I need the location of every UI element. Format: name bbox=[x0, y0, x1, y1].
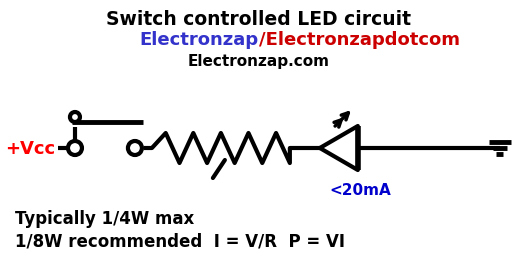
Text: 1/8W recommended  I = V/R  P = VI: 1/8W recommended I = V/R P = VI bbox=[15, 232, 345, 250]
Text: /Electronzapdotcom: /Electronzapdotcom bbox=[259, 31, 460, 49]
Text: <20mA: <20mA bbox=[330, 183, 392, 198]
Text: Electronzap.com: Electronzap.com bbox=[188, 54, 330, 69]
Text: Electronzap: Electronzap bbox=[140, 31, 259, 49]
Text: Switch controlled LED circuit: Switch controlled LED circuit bbox=[106, 10, 411, 29]
Text: Typically 1/4W max: Typically 1/4W max bbox=[15, 210, 194, 228]
Text: +Vcc: +Vcc bbox=[5, 140, 55, 158]
